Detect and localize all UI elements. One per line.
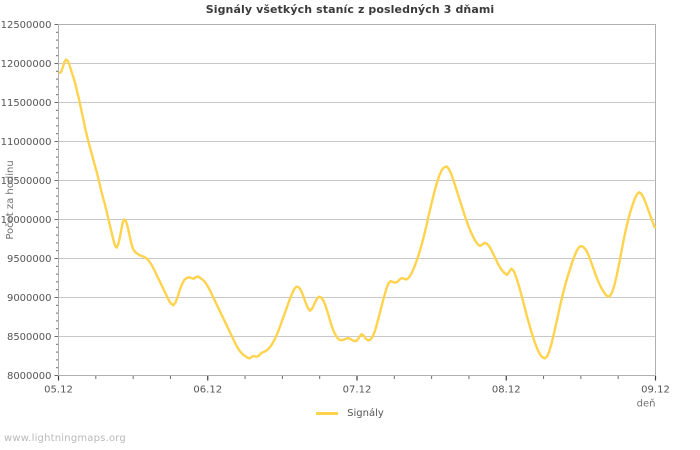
x-tick-label: 07.12 xyxy=(343,385,372,396)
y-tick-label: 12000000 xyxy=(1,59,52,70)
y-tick-label: 10000000 xyxy=(1,215,52,226)
chart-title: Signály všetkých staníc z posledných 3 d… xyxy=(205,3,495,16)
x-axis-label: deň xyxy=(637,398,656,410)
x-tick-label: 08.12 xyxy=(492,385,521,396)
y-axis-label: Počet za hodinu xyxy=(4,160,16,239)
y-tick-label: 8500000 xyxy=(7,332,52,343)
y-tick-label: 8000000 xyxy=(7,371,52,382)
y-tick-label: 9500000 xyxy=(7,254,52,265)
legend-swatch-signaly xyxy=(316,412,339,415)
y-tick-group: 8000000 8500000 9000000 9500000 10000000 1050… xyxy=(1,20,59,382)
y-tick-label: 11000000 xyxy=(1,137,52,148)
gridlines-group xyxy=(58,24,656,337)
legend-label-signaly: Signály xyxy=(347,408,384,419)
chart-legend: Signály xyxy=(0,408,700,419)
y-tick-label: 9000000 xyxy=(7,293,52,304)
plot-frame xyxy=(58,24,656,376)
x-tick-label: 09.12 xyxy=(641,385,670,396)
x-tick-label: 05.12 xyxy=(44,385,73,396)
y-tick-label: 11500000 xyxy=(1,98,52,109)
x-tick-label: 06.12 xyxy=(193,385,222,396)
series-line-signaly xyxy=(58,58,656,360)
watermark-text: www.lightningmaps.org xyxy=(4,433,126,444)
y-tick-label: 12500000 xyxy=(1,20,52,31)
x-tick-group: 05.12 06.12 07.12 08.12 09.12 xyxy=(44,375,670,396)
y-tick-label: 10500000 xyxy=(1,176,52,187)
